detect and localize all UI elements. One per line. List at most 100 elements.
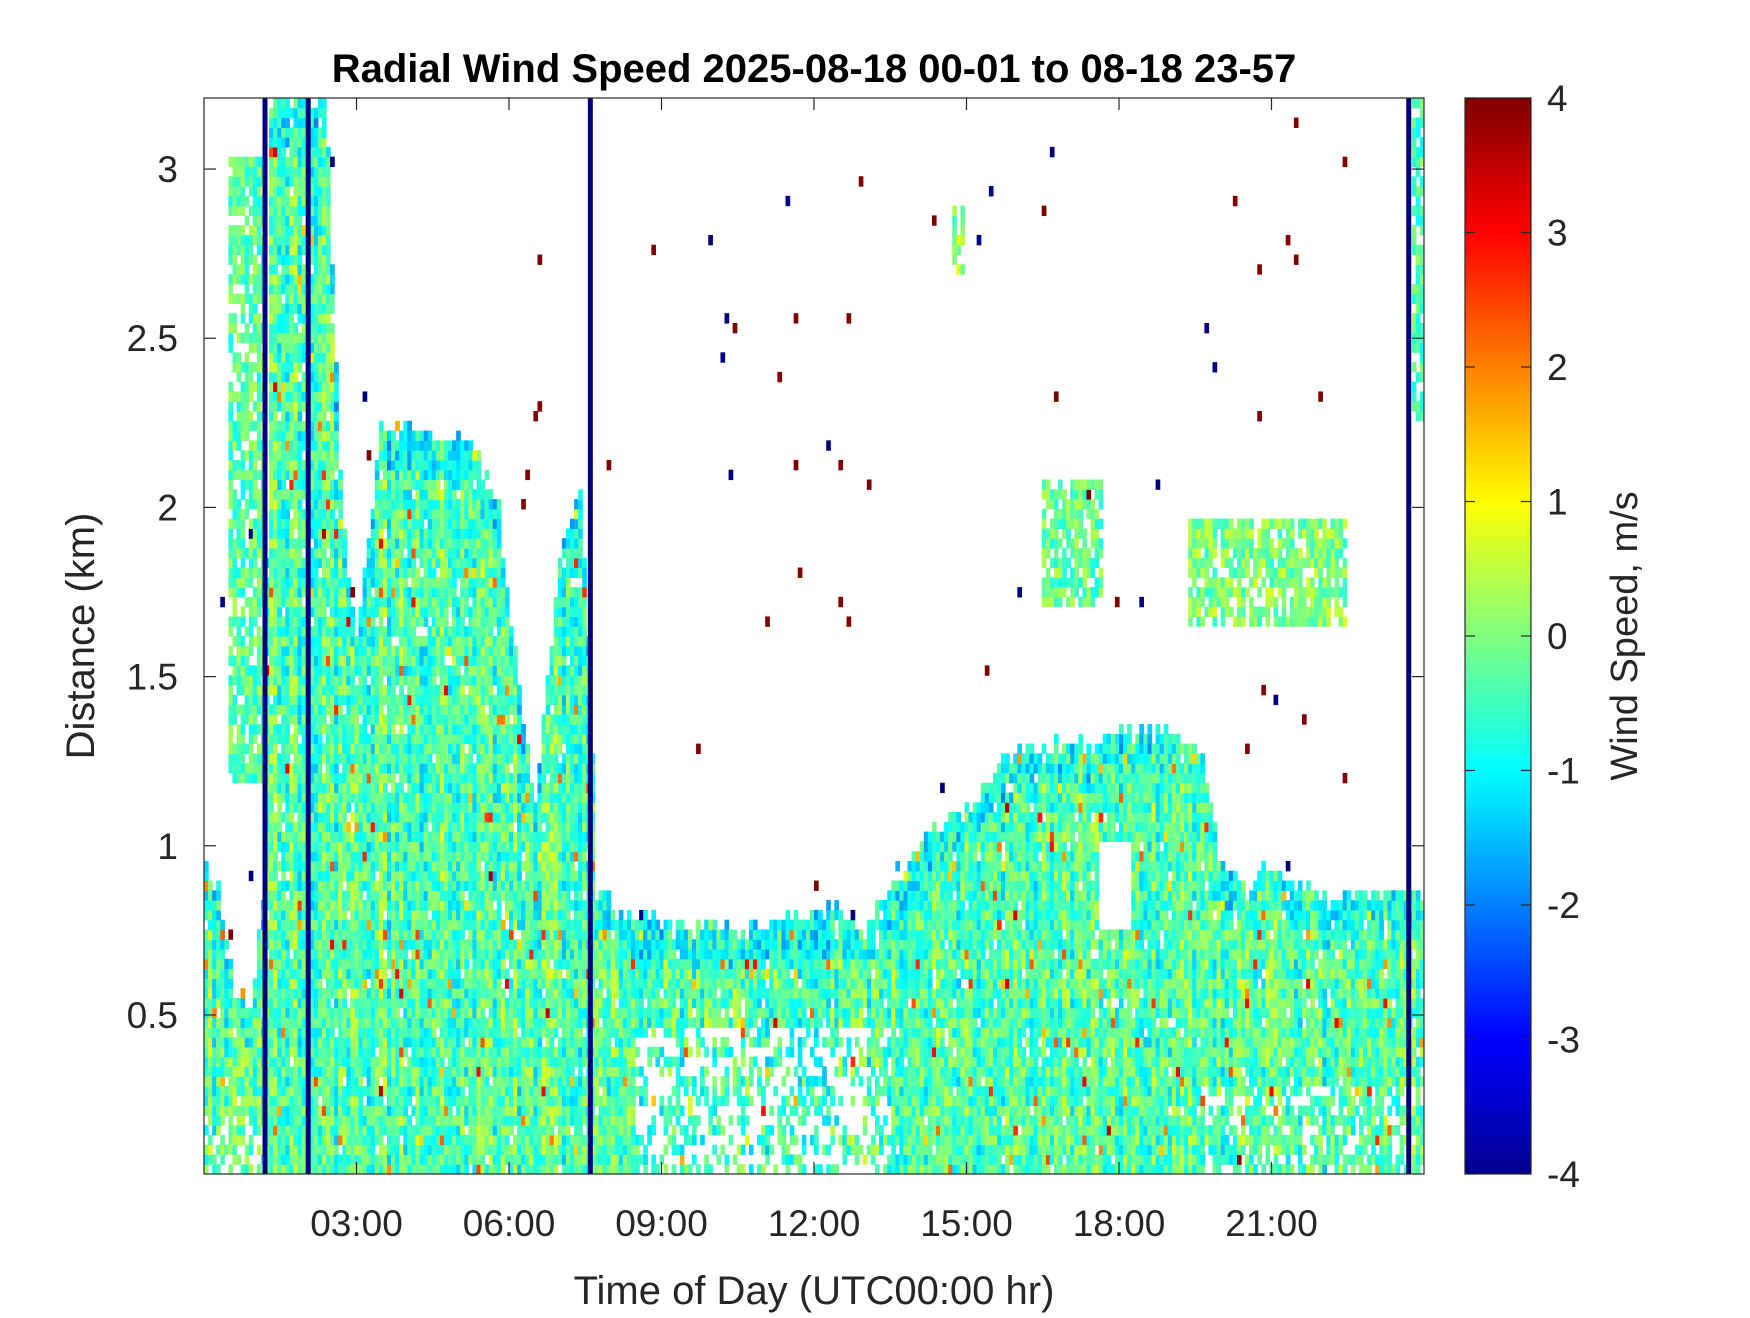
heatmap-cell bbox=[208, 890, 213, 901]
heatmap-cell bbox=[240, 303, 246, 314]
heatmap-cell bbox=[256, 362, 262, 373]
heatmap-cell bbox=[350, 1037, 356, 1048]
heatmap-cell bbox=[419, 577, 425, 588]
heatmap-cell bbox=[277, 195, 282, 207]
heatmap-cell bbox=[244, 1007, 250, 1019]
heatmap-cell bbox=[387, 1125, 392, 1136]
heatmap-cell bbox=[281, 479, 286, 490]
heatmap-cell bbox=[326, 1046, 331, 1058]
heatmap-cell bbox=[342, 958, 347, 970]
heatmap-cell bbox=[334, 1056, 339, 1067]
heatmap-cell bbox=[317, 860, 323, 872]
heatmap-cell bbox=[301, 440, 307, 451]
heatmap-cell bbox=[285, 234, 290, 246]
heatmap-cell bbox=[452, 577, 457, 588]
heatmap-cell bbox=[326, 1037, 331, 1048]
heatmap-cell bbox=[346, 626, 351, 637]
heatmap-cell bbox=[220, 1115, 225, 1126]
heatmap-cell bbox=[423, 665, 429, 676]
heatmap-cell bbox=[301, 616, 307, 627]
heatmap-cell bbox=[317, 98, 323, 109]
heatmap-cell bbox=[378, 890, 384, 901]
heatmap-cell bbox=[452, 763, 457, 774]
heatmap-cell bbox=[293, 518, 299, 529]
heatmap-cell bbox=[281, 489, 286, 500]
heatmap-cell bbox=[224, 1037, 229, 1048]
heatmap-cell bbox=[232, 1125, 238, 1136]
heatmap-cell bbox=[374, 831, 380, 843]
heatmap-cell bbox=[443, 538, 449, 549]
heatmap-cell bbox=[309, 1027, 315, 1038]
heatmap-cell bbox=[452, 694, 457, 706]
heatmap-cell bbox=[220, 1154, 225, 1165]
heatmap-cell bbox=[427, 459, 433, 471]
heatmap-cell bbox=[387, 557, 392, 569]
heatmap-cell bbox=[350, 616, 356, 627]
heatmap-cell bbox=[378, 1154, 384, 1165]
heatmap-cell bbox=[342, 1164, 347, 1174]
heatmap-cell bbox=[289, 528, 295, 539]
heatmap-cell bbox=[273, 176, 278, 187]
heatmap-cell bbox=[309, 704, 315, 715]
heatmap-cell bbox=[439, 978, 445, 989]
heatmap-cell bbox=[301, 1056, 307, 1067]
heatmap-cell bbox=[391, 1007, 396, 1019]
heatmap-cell bbox=[419, 1046, 425, 1058]
heatmap-cell bbox=[321, 508, 327, 520]
heatmap-cell bbox=[378, 753, 384, 764]
heatmap-cell bbox=[423, 870, 429, 882]
heatmap-cell bbox=[326, 1017, 331, 1028]
heatmap-cell bbox=[358, 949, 364, 960]
heatmap-cell bbox=[277, 401, 282, 412]
heatmap-cell bbox=[321, 469, 327, 481]
heatmap-cell bbox=[391, 812, 396, 823]
heatmap-cell bbox=[395, 518, 400, 529]
heatmap-cell bbox=[338, 851, 343, 862]
heatmap-cell bbox=[293, 577, 299, 588]
heatmap-cell bbox=[269, 371, 274, 383]
heatmap-cell bbox=[370, 1085, 376, 1097]
heatmap-cell bbox=[236, 264, 242, 275]
heatmap-cell bbox=[362, 782, 368, 794]
heatmap-cell bbox=[236, 655, 242, 666]
heatmap-cell bbox=[431, 694, 437, 706]
heatmap-cell bbox=[317, 166, 323, 177]
heatmap-cell bbox=[407, 890, 412, 901]
heatmap-cell bbox=[374, 567, 380, 578]
heatmap-cell bbox=[236, 391, 242, 402]
heatmap-cell bbox=[476, 1105, 482, 1116]
heatmap-cell bbox=[439, 508, 445, 520]
heatmap-cell bbox=[342, 802, 347, 813]
heatmap-cell bbox=[330, 743, 335, 754]
heatmap-cell bbox=[391, 743, 396, 754]
heatmap-cell bbox=[289, 137, 295, 148]
heatmap-cell bbox=[378, 733, 384, 745]
heatmap-cell bbox=[338, 988, 343, 999]
heatmap-cell bbox=[435, 724, 441, 735]
heatmap-cell bbox=[236, 234, 242, 246]
heatmap-cell bbox=[468, 880, 473, 891]
heatmap-cell bbox=[468, 733, 473, 745]
heatmap-cell bbox=[350, 714, 356, 725]
heatmap-cell bbox=[403, 890, 408, 901]
heatmap-cell bbox=[273, 156, 278, 168]
heatmap-cell bbox=[326, 743, 331, 754]
heatmap-cell bbox=[297, 274, 303, 285]
heatmap-cell bbox=[309, 645, 315, 657]
heatmap-cell bbox=[297, 929, 303, 940]
heatmap-cell bbox=[285, 156, 290, 168]
heatmap-cell bbox=[342, 997, 347, 1009]
heatmap-cell bbox=[208, 978, 213, 989]
heatmap-cell bbox=[399, 821, 404, 833]
heatmap-cell bbox=[366, 1037, 372, 1048]
heatmap-cell bbox=[411, 978, 417, 989]
heatmap-cell bbox=[391, 851, 396, 862]
heatmap-cell bbox=[289, 1076, 295, 1087]
heatmap-cell bbox=[269, 939, 274, 950]
heatmap-cell bbox=[293, 1076, 299, 1087]
heatmap-cell bbox=[240, 1066, 246, 1077]
heatmap-cell bbox=[411, 557, 417, 569]
heatmap-cell bbox=[252, 215, 258, 226]
heatmap-cell bbox=[419, 450, 425, 461]
heatmap-cell bbox=[423, 489, 429, 500]
